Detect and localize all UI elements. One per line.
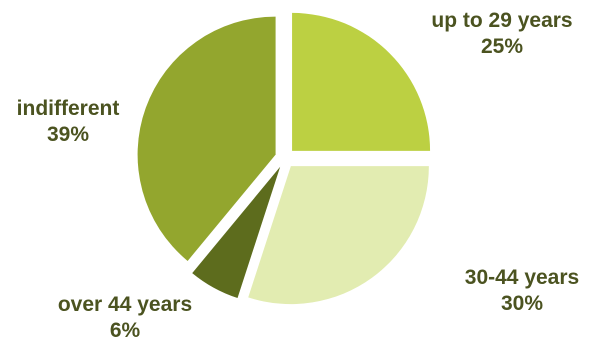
pie-slice-30-44-years <box>248 166 429 305</box>
slice-label-value: 6% <box>109 319 141 342</box>
slice-label-value: 39% <box>46 123 90 146</box>
slice-label-name: 30-44 years <box>464 266 580 289</box>
pie-slice-indifferent <box>137 16 276 261</box>
slice-label-name: over 44 years <box>57 293 193 316</box>
slice-label-value: 25% <box>480 35 524 58</box>
pie-slice-over-44-years <box>192 166 281 299</box>
slice-label-over-44-years: over 44 years 6% <box>58 292 192 344</box>
slice-label-name: indifferent <box>16 97 120 120</box>
slice-label-indifferent: indifferent 39% <box>17 96 120 148</box>
slice-label-value: 30% <box>500 292 544 315</box>
slice-label-name: up to 29 years <box>431 9 573 32</box>
slice-label-30-44-years: 30-44 years 30% <box>465 265 579 317</box>
pie-slice-up-to-29-years <box>292 12 431 151</box>
slice-label-up-to-29-years: up to 29 years 25% <box>431 8 572 60</box>
